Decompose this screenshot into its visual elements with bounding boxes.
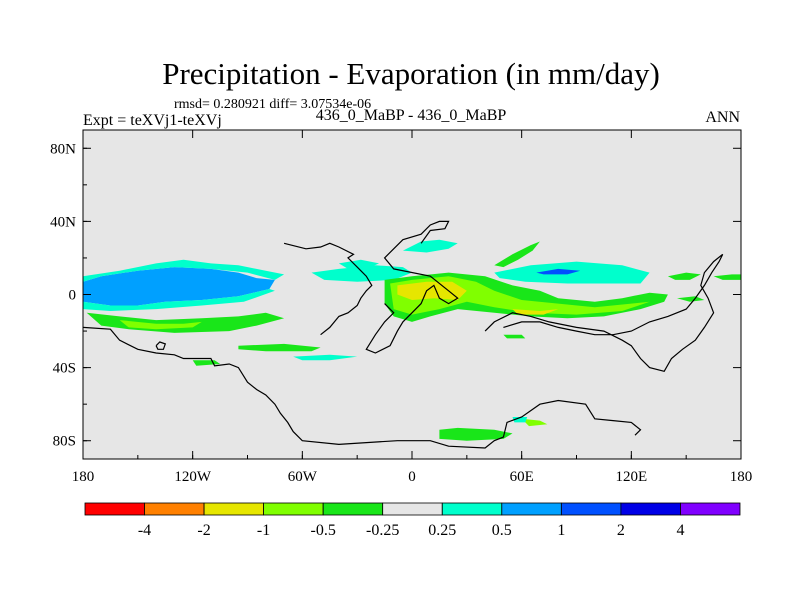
colorbar-swatch [620, 502, 681, 516]
region-sh-green-1 [238, 343, 321, 352]
colorbar-label: 2 [617, 522, 625, 539]
region-ant-green [439, 427, 513, 441]
stats-text: rmsd= 0.280921 diff= 3.07534e-06 [174, 97, 371, 112]
x-tick-label: 120W [174, 469, 212, 485]
contour-regions [83, 239, 741, 441]
coastline-south-america-coast [283, 242, 373, 336]
region-wpac-green [667, 272, 701, 280]
colorbar-label: -2 [197, 522, 210, 539]
colorbar-swatch [561, 502, 622, 516]
colorbar-swatch [203, 502, 265, 516]
left-label: Expt = teXVj1-teXVj [83, 112, 222, 129]
x-tick-label: 180 [72, 469, 95, 485]
coastline-asia-coast [484, 253, 724, 372]
coastline-small-island [155, 341, 167, 350]
colorbar-swatch [322, 502, 384, 516]
colorbar-swatch [382, 502, 443, 516]
y-tick-label: 80N [50, 141, 76, 157]
coastline-north-america-coast [83, 326, 642, 449]
y-tick-label: 80S [53, 434, 76, 450]
coastline-europe-africa-coast [365, 220, 459, 354]
region-wpac-green-3 [677, 296, 705, 302]
colorbar-label: -0.5 [311, 522, 336, 539]
colorbar-label: 0.25 [428, 522, 456, 539]
region-ant-cyan [512, 417, 528, 423]
colorbar-swatch [144, 502, 205, 516]
colorbar-label: -4 [138, 522, 151, 539]
region-sh-cyan-1 [293, 354, 358, 361]
region-asia-green-n [494, 241, 540, 268]
x-tick-label: 0 [408, 469, 416, 485]
colorbar-swatch [680, 502, 741, 516]
colorbar-label: -0.25 [366, 522, 399, 539]
x-tick-label: 180 [730, 469, 753, 485]
colorbar-swatch [263, 502, 324, 516]
x-tick-label: 60E [510, 469, 534, 485]
y-tick-label: 0 [69, 288, 77, 304]
chart-title: Precipitation - Evaporation (in mm/day) [162, 56, 660, 91]
center-label: 436_0_MaBP - 436_0_MaBP [316, 107, 507, 124]
y-tick-label: 40S [53, 361, 76, 377]
coastlines [83, 220, 724, 449]
right-label: ANN [705, 109, 740, 126]
region-npac-blue-band [83, 267, 275, 306]
x-tick-label: 120E [615, 469, 647, 485]
colorbar-label: 1 [557, 522, 565, 539]
colorbar-swatch [441, 502, 503, 516]
region-ant-lightgreen [521, 418, 548, 427]
region-af-yellow-2 [512, 309, 559, 315]
axes: 180 120W 60W 0 60E 120E 180 80N 40N 0 40S 80S [50, 130, 752, 485]
region-npac-cyan-edge-north [83, 259, 285, 282]
region-sh-green-3 [503, 334, 526, 339]
region-pac-lightgreen-sw [119, 320, 202, 330]
region-eur-cyan [402, 239, 458, 253]
region-atl-cyan-north [311, 265, 412, 282]
colorbar: -4 -2 -1 -0.5 -0.25 0.25 0.5 1 2 4 [84, 502, 741, 539]
y-tick-label: 40N [50, 214, 76, 230]
x-tick-label: 60W [288, 469, 318, 485]
region-af-yellow [397, 281, 467, 300]
region-wpac-green-2 [713, 274, 741, 280]
colorbar-swatch [501, 502, 562, 516]
colorbar-swatch [84, 502, 145, 516]
colorbar-label: 4 [677, 522, 685, 539]
region-npac-cyan-edge-south [83, 289, 275, 311]
region-io-darkblue [536, 268, 581, 275]
colorbar-label: -1 [257, 522, 270, 539]
colorbar-label: 0.5 [492, 522, 512, 539]
